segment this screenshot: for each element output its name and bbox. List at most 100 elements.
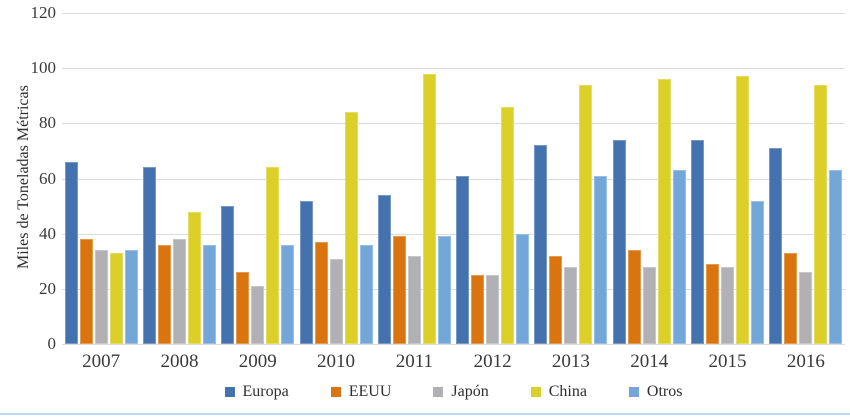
bar-china-2013 bbox=[579, 84, 593, 344]
bar-china-2014 bbox=[657, 79, 671, 344]
bar-eeuu-2012 bbox=[471, 275, 485, 344]
bar-europa-2007 bbox=[64, 161, 78, 344]
bar-europa-2009 bbox=[221, 206, 235, 344]
x-tick-label-2016: 2016 bbox=[786, 351, 825, 372]
x-tick-label-2012: 2012 bbox=[473, 351, 512, 372]
bar-eeuu-2008 bbox=[157, 244, 171, 344]
bar-eeuu-2016 bbox=[784, 252, 798, 344]
bar-china-2007 bbox=[109, 252, 123, 344]
bar-europa-2016 bbox=[769, 148, 783, 344]
x-tick-label-2013: 2013 bbox=[551, 351, 590, 372]
legend-swatch-icon bbox=[330, 387, 341, 397]
bar-japón-2007 bbox=[94, 250, 108, 344]
bar-japón-2016 bbox=[799, 272, 813, 344]
legend-label: Europa bbox=[242, 383, 289, 400]
legend: Europa EEUU Japón China Otros bbox=[62, 383, 845, 401]
gridline-0 bbox=[62, 344, 845, 345]
bar-group-2007 bbox=[62, 13, 140, 344]
x-tick-label-2011: 2011 bbox=[395, 351, 433, 372]
bar-eeuu-2007 bbox=[79, 239, 93, 344]
bar-europa-2010 bbox=[299, 200, 313, 344]
bar-otros-2007 bbox=[124, 250, 138, 344]
bar-group-2008 bbox=[140, 13, 218, 344]
x-tick-label-2014: 2014 bbox=[630, 351, 669, 372]
bar-otros-2009 bbox=[281, 244, 295, 344]
bar-groups bbox=[62, 13, 845, 344]
bar-otros-2008 bbox=[202, 244, 216, 344]
bar-eeuu-2015 bbox=[706, 264, 720, 344]
bottom-border-line bbox=[0, 413, 850, 415]
bar-japón-2009 bbox=[251, 286, 265, 344]
x-axis-labels: 2007 2008 2009 2010 2011 2012 2013 2014 2015 2016 bbox=[62, 351, 845, 373]
plot-area bbox=[62, 13, 845, 345]
legend-item-japón: Japón bbox=[433, 383, 489, 401]
bar-eeuu-2010 bbox=[314, 241, 328, 344]
bar-japón-2015 bbox=[721, 266, 735, 344]
x-tick-label-2010: 2010 bbox=[317, 351, 356, 372]
bar-otros-2015 bbox=[751, 200, 765, 344]
x-tick-label-2015: 2015 bbox=[708, 351, 747, 372]
bar-otros-2011 bbox=[437, 236, 451, 344]
bar-group-2016 bbox=[767, 13, 845, 344]
bar-eeuu-2013 bbox=[549, 255, 563, 344]
legend-item-otros: Otros bbox=[628, 383, 683, 401]
legend-item-eeuu: EEUU bbox=[330, 383, 391, 401]
bar-group-2010 bbox=[297, 13, 375, 344]
y-tick-label-60: 60 bbox=[39, 168, 56, 188]
bar-china-2008 bbox=[187, 211, 201, 344]
gridline-80 bbox=[62, 123, 845, 125]
gridline-40 bbox=[62, 233, 845, 235]
bar-group-2015 bbox=[688, 13, 766, 344]
bar-otros-2013 bbox=[594, 175, 608, 344]
bar-japón-2012 bbox=[486, 275, 500, 344]
bar-group-2009 bbox=[219, 13, 297, 344]
legend-swatch-icon bbox=[224, 387, 235, 397]
bar-europa-2011 bbox=[377, 195, 391, 344]
x-tick-label-2009: 2009 bbox=[238, 351, 277, 372]
bar-china-2012 bbox=[501, 106, 515, 344]
gridline-20 bbox=[62, 288, 845, 290]
bar-eeuu-2014 bbox=[627, 250, 641, 344]
bar-japón-2011 bbox=[407, 255, 421, 344]
legend-swatch-icon bbox=[433, 387, 444, 397]
bar-europa-2015 bbox=[691, 139, 705, 344]
legend-item-europa: Europa bbox=[224, 383, 289, 401]
bar-japón-2008 bbox=[172, 239, 186, 344]
y-tick-label-100: 100 bbox=[30, 58, 57, 78]
bar-group-2013 bbox=[532, 13, 610, 344]
y-tick-label-40: 40 bbox=[39, 223, 56, 243]
bar-china-2016 bbox=[814, 84, 828, 344]
bar-europa-2012 bbox=[456, 175, 470, 344]
y-tick-label-20: 20 bbox=[39, 278, 56, 298]
gridline-120 bbox=[62, 13, 845, 14]
bar-group-2012 bbox=[453, 13, 531, 344]
bar-china-2010 bbox=[344, 112, 358, 344]
bar-europa-2014 bbox=[612, 139, 626, 344]
y-tick-label-80: 80 bbox=[39, 113, 56, 133]
bar-japón-2014 bbox=[642, 266, 656, 344]
bar-japón-2013 bbox=[564, 266, 578, 344]
y-tick-label-120: 120 bbox=[30, 3, 57, 22]
x-tick-label-2008: 2008 bbox=[160, 351, 199, 372]
y-tick-label-0: 0 bbox=[47, 334, 57, 353]
bar-china-2015 bbox=[736, 76, 750, 344]
legend-swatch-icon bbox=[628, 387, 639, 397]
gridline-100 bbox=[62, 68, 845, 70]
x-tick-label-2007: 2007 bbox=[82, 351, 121, 372]
bar-europa-2008 bbox=[142, 167, 156, 344]
bar-group-2011 bbox=[375, 13, 453, 344]
bar-otros-2016 bbox=[829, 170, 843, 344]
bar-otros-2014 bbox=[672, 170, 686, 344]
bar-japón-2010 bbox=[329, 258, 343, 344]
bar-eeuu-2011 bbox=[392, 236, 406, 344]
legend-label: Japón bbox=[451, 383, 489, 400]
gridline-60 bbox=[62, 178, 845, 180]
bar-group-2014 bbox=[610, 13, 688, 344]
bar-china-2011 bbox=[422, 73, 436, 344]
bar-china-2009 bbox=[266, 167, 280, 344]
legend-swatch-icon bbox=[530, 387, 541, 397]
legend-label: China bbox=[548, 383, 587, 400]
legend-label: Otros bbox=[646, 383, 683, 400]
bar-europa-2013 bbox=[534, 145, 548, 344]
